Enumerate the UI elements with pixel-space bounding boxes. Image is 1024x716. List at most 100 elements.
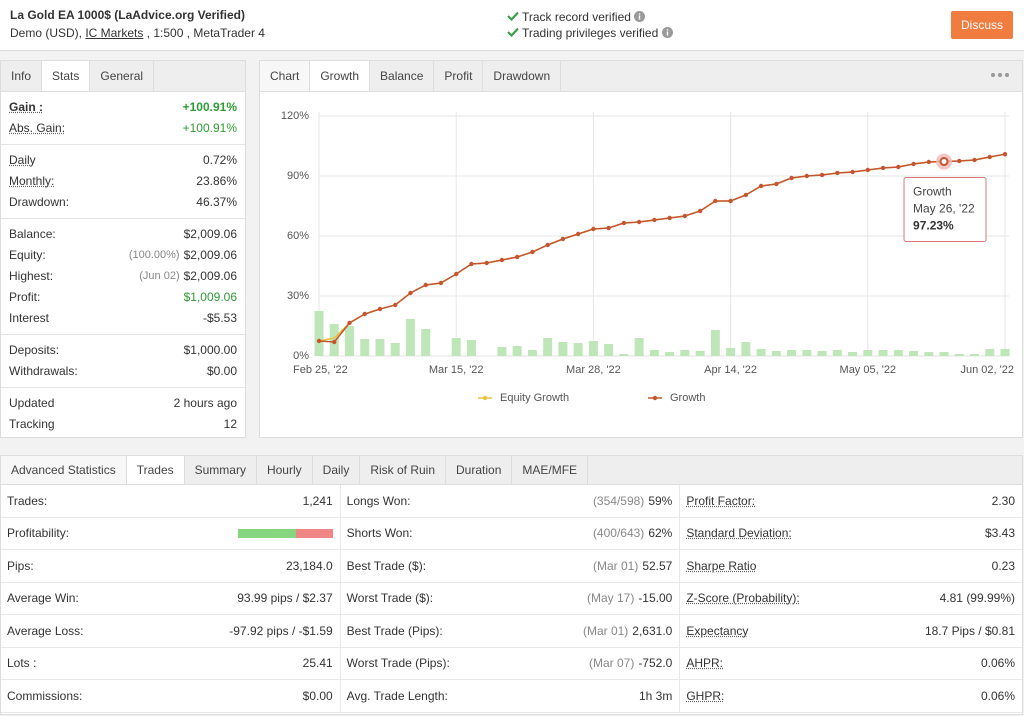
tab[interactable]: Drawdown [483,61,562,91]
tab[interactable]: Duration [446,456,513,484]
bar [588,341,598,356]
stat-label-text: Avg. Trade Length: [346,688,448,703]
stat-label: Interest [9,308,203,329]
bar [954,354,964,356]
stats-row: Pips: 23,184.0 Best Trade ($): (Mar 01) 52.5… [1,550,1022,583]
tab[interactable]: Info [1,61,43,91]
stats-cell: Longs Won: (354/598) 59% [341,485,681,517]
broker-link[interactable]: IC Markets [85,26,144,40]
stats-cell: Average Win: 93.99 pips / $2.37 [1,582,341,614]
y-tick-label: 0% [293,350,309,362]
stat-value: 1h 3m [638,688,673,703]
account-text: Demo (USD), [10,26,86,40]
tooltip-series: Growth [913,185,952,199]
tab[interactable]: Daily [313,456,361,484]
stat-label: Deposits: [9,340,184,361]
stat-value: 1,241 [302,493,333,508]
stat-label: Highest: [9,266,139,287]
point [636,219,642,225]
stat-value: +100.91% [182,100,237,114]
stat-label-text: Profit: [9,290,41,304]
stat-label-text: Balance: [9,227,56,241]
stat-label: Commissions: [7,689,303,703]
tab[interactable]: Trades [126,456,185,484]
check-icon [507,27,519,38]
stats-table: Trades: 1,241 Longs Won: (354/598) 59% Profit… [1,485,1022,713]
tab[interactable]: Balance [370,61,435,91]
legend-marker [652,395,658,401]
bar [771,351,781,356]
point [652,217,657,223]
bar [802,350,812,356]
discuss-button[interactable]: Discuss [951,11,1013,39]
stat-label-text: Updated [9,396,55,410]
stat-label-text: Monthly: [9,174,55,188]
stats-row: Profitability: Shorts Won: (400/643) 62% Sta… [1,517,1022,550]
bar [405,319,415,356]
stats-row: Average Loss: -97.92 pips / -$1.59 Best Tr… [1,615,1022,648]
bar [649,350,659,356]
stat-label: Best Trade ($): [347,559,593,573]
bar [710,330,720,356]
stat-value: $2,009.06 [183,248,237,262]
stat-label: Longs Won: [347,494,593,508]
tab[interactable]: Growth [310,61,371,91]
tooltip-value: 97.23% [913,219,954,233]
stats-row: Equity: (100.00%) $2,009.06 [1,245,245,266]
bar [344,326,354,356]
stat-value: 0.06% [980,688,1016,703]
stat-label: Equity: [9,245,129,266]
tab[interactable]: Summary [185,456,257,484]
tab[interactable]: Profit [434,61,484,91]
chart: 0% 30% 60% 90% 120% Feb 25, '22 Mar 15, '22 Mar… [281,110,1014,404]
won-segment [237,528,296,538]
tab[interactable]: General [90,61,155,91]
stat-label-text: Best Trade ($): [346,558,427,573]
stat-label: Gain : [9,97,183,118]
bar [558,342,568,356]
stat-value: -752.0 [638,656,673,671]
point [697,208,703,214]
stats-cell: Commissions: $0.00 [1,680,341,712]
stat-value: $1,009.06 [183,290,237,304]
stat-label: Avg. Trade Length: [347,689,639,703]
stats-cell: Z-Score (Probability): 4.81 (99.99%) [680,583,1022,615]
stat-label-text: GHPR: [686,688,725,703]
stat-label-text: Expectancy [686,623,749,638]
more-menu[interactable] [990,70,1012,80]
stat-value: $2,009.06 [183,227,237,241]
tab[interactable]: Stats [42,61,91,91]
stat-label-text: Longs Won: [346,493,411,508]
x-tick-label: Feb 25, '22 [293,364,348,376]
x-tick-label: Mar 28, '22 [566,364,621,376]
point [606,225,611,231]
stat-label-text: Gain : [9,100,44,114]
bar [1000,349,1010,356]
point [1002,151,1008,157]
stat-label: Profit Factor: [686,494,991,508]
stat-label: Abs. Gain: [9,118,183,139]
info-icon[interactable] [661,27,673,38]
stat-value: 2,631.0 [632,623,673,638]
bar [832,350,842,356]
info-icon[interactable] [634,11,646,22]
tab[interactable]: Risk of Ruin [360,456,447,484]
stats-cell: Worst Trade ($): (May 17) -15.00 [341,582,681,614]
stat-label-text: Shorts Won: [346,526,413,541]
stat-label-text: AHPR: [686,656,724,671]
point [819,172,825,178]
bar [970,354,980,356]
tab-bar: Info Stats General [1,61,245,92]
point [514,254,520,260]
stat-value: $1,000.00 [183,343,237,357]
stat-value: 93.99 pips / $2.37 [237,591,333,606]
profitability-bar [237,528,333,538]
tab[interactable]: MAE/MFE [512,456,589,484]
bar [604,344,614,356]
stats-cell: Pips: 23,184.0 [1,550,341,582]
stat-value: 12 [223,417,237,431]
stat-label-text: Abs. Gain: [9,121,66,135]
tab[interactable]: Hourly [257,456,313,484]
stats-cell: Lots : 25.41 [1,647,341,679]
